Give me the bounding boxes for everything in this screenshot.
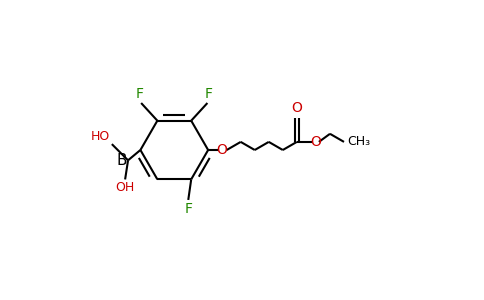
Text: O: O	[291, 101, 302, 116]
Text: B: B	[116, 153, 127, 168]
Text: F: F	[184, 202, 192, 216]
Text: CH₃: CH₃	[347, 135, 370, 148]
Text: F: F	[205, 87, 213, 101]
Text: HO: HO	[91, 130, 110, 142]
Text: F: F	[136, 87, 144, 101]
Text: OH: OH	[116, 181, 135, 194]
Text: O: O	[311, 135, 321, 149]
Text: O: O	[216, 143, 227, 157]
